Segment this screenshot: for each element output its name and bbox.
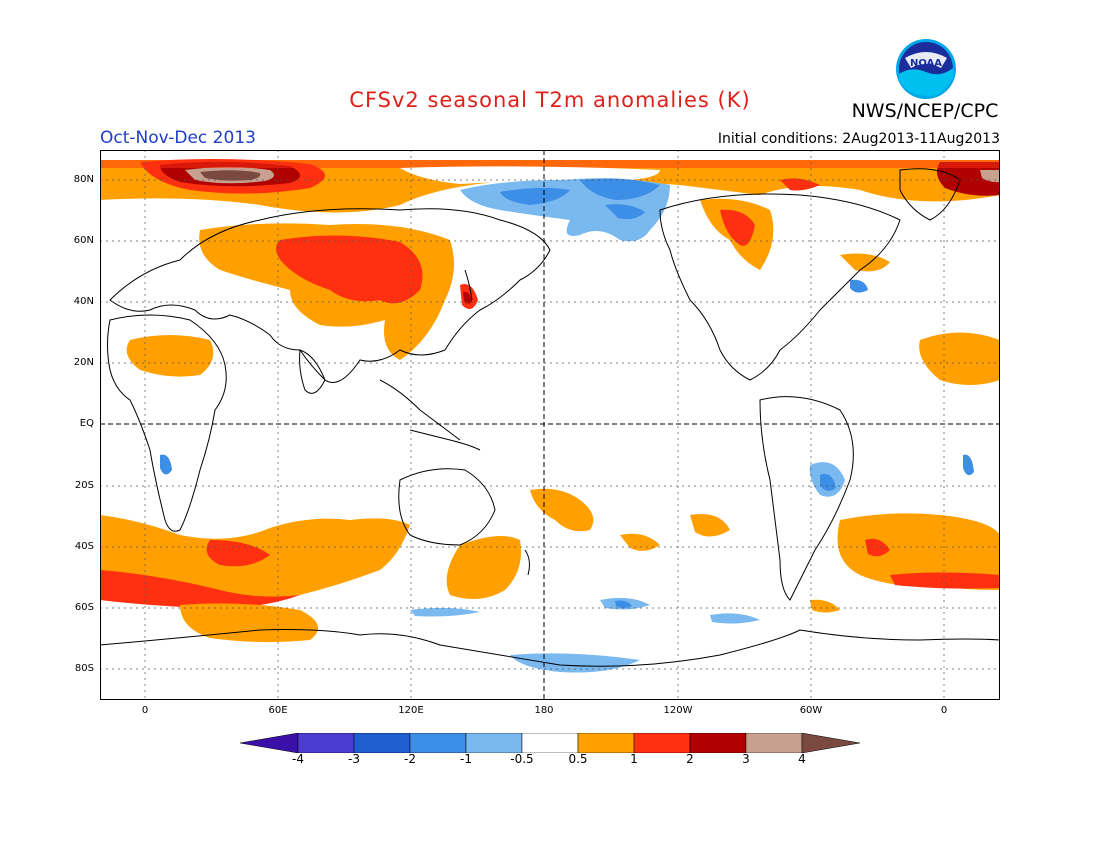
colorbar-cell	[297, 733, 355, 753]
coastlines	[100, 168, 1000, 667]
anomaly-map	[100, 150, 1000, 700]
organization-label: NWS/NCEP/CPC	[851, 100, 999, 122]
season-label: Oct-Nov-Dec 2013	[100, 128, 256, 148]
lon-label: 0	[141, 705, 149, 716]
colorbar-cell	[240, 733, 299, 753]
lat-label: 20N	[73, 357, 94, 368]
lat-label: 60N	[73, 235, 94, 246]
lat-label: 80N	[73, 174, 94, 185]
colorbar-cell	[633, 733, 691, 753]
equator-dateline	[100, 150, 1000, 700]
lon-label: 60W	[799, 705, 823, 716]
lat-label: 80S	[74, 663, 94, 674]
colorbar-label: 2	[686, 752, 694, 766]
colorbar-label: 1	[630, 752, 638, 766]
colorbar-cell	[409, 733, 467, 753]
noaa-logo-icon: NOAA	[896, 39, 956, 99]
colorbar-cell	[353, 733, 411, 753]
lon-label: 0	[940, 705, 948, 716]
anomaly-fields	[100, 158, 1000, 673]
lat-label: 40N	[73, 296, 94, 307]
svg-text:NOAA: NOAA	[910, 58, 942, 69]
colorbar-label: 3	[742, 752, 750, 766]
lat-label: EQ	[79, 418, 94, 429]
lon-label: 120E	[398, 705, 424, 716]
colorbar-label: 4	[798, 752, 806, 766]
lat-label: 60S	[74, 602, 94, 613]
colorbar-label: -2	[404, 752, 416, 766]
colorbar	[240, 733, 860, 753]
map-title: CFSv2 seasonal T2m anomalies (K)	[349, 88, 751, 112]
lat-label: 40S	[74, 541, 94, 552]
lat-label: 20S	[74, 480, 94, 491]
colorbar-cell	[801, 733, 860, 753]
colorbar-label: -1	[460, 752, 472, 766]
colorbar-cell	[745, 733, 803, 753]
colorbar-cell	[689, 733, 747, 753]
colorbar-label: 0.5	[568, 752, 588, 766]
colorbar-label: -3	[348, 752, 360, 766]
colorbar-label: -0.5	[510, 752, 534, 766]
colorbar-cell	[577, 733, 635, 753]
lon-label: 180	[534, 705, 554, 716]
lon-label: 120W	[663, 705, 693, 716]
initial-conditions-label: Initial conditions: 2Aug2013-11Aug2013	[717, 131, 1000, 147]
colorbar-cell	[465, 733, 523, 753]
lon-label: 60E	[268, 705, 288, 716]
colorbar-label: -4	[292, 752, 304, 766]
colorbar-cell	[521, 733, 579, 753]
grid	[100, 150, 1000, 700]
